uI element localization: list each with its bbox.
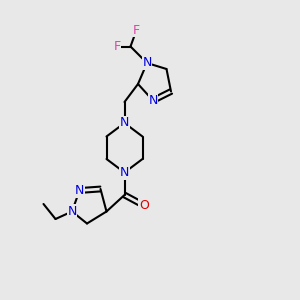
Text: F: F bbox=[133, 23, 140, 37]
Text: N: N bbox=[75, 184, 84, 197]
Text: N: N bbox=[148, 94, 158, 107]
Text: N: N bbox=[67, 205, 77, 218]
Text: N: N bbox=[120, 166, 129, 179]
Text: O: O bbox=[139, 199, 149, 212]
Text: N: N bbox=[142, 56, 152, 70]
Text: N: N bbox=[120, 116, 129, 130]
Text: F: F bbox=[113, 40, 121, 53]
